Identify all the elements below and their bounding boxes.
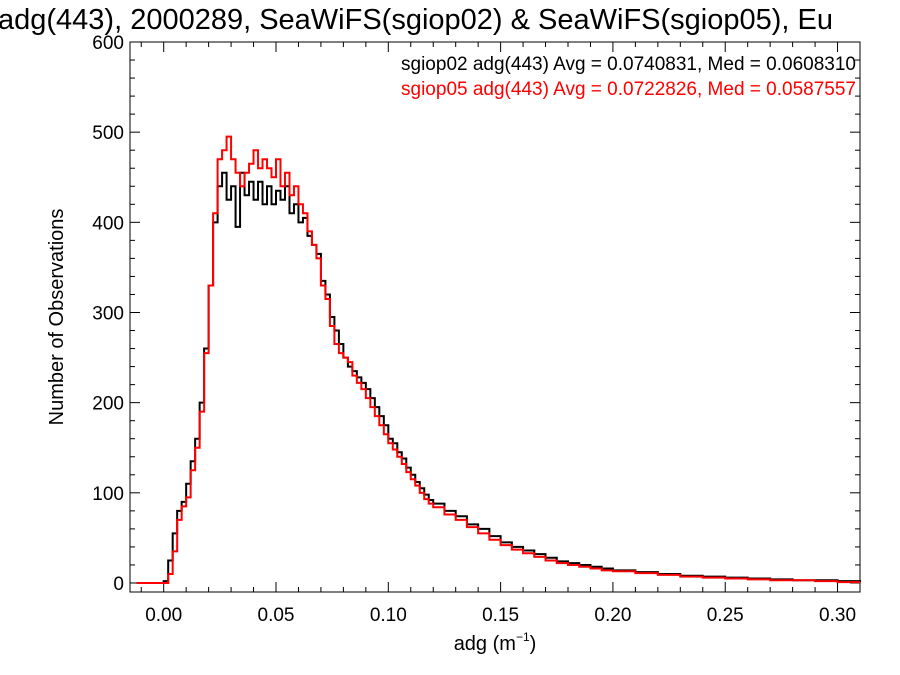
x-axis-label-text: adg (m: [454, 633, 516, 655]
plot-frame: [129, 41, 861, 593]
x-tick-label: 0.25: [707, 605, 744, 626]
y-axis: 0 100 200 300 400 500 600: [92, 33, 860, 595]
x-tick-label: 0.10: [370, 605, 407, 626]
x-tick-label: 0.05: [258, 605, 295, 626]
legend-sgiop05: sgiop05 adg(443) Avg = 0.0722826, Med = …: [401, 79, 856, 100]
x-axis-label: adg (m−1): [454, 630, 537, 655]
x-tick-label: 0.20: [594, 605, 631, 626]
y-tick-label: 600: [92, 33, 124, 54]
y-tick-label: 0: [113, 574, 124, 595]
x-axis-label-close: ): [530, 633, 537, 655]
y-tick-label: 200: [92, 394, 124, 415]
x-axis: 0.00 0.05 0.10 0.15 0.20 0.25 0.30: [140, 42, 861, 626]
x-axis-label-sup: −1: [516, 630, 530, 644]
x-tick-label: 0.15: [482, 605, 519, 626]
y-tick-label: 100: [92, 484, 124, 505]
y-tick-label: 400: [92, 213, 124, 234]
chart-title: adg(443), 2000289, SeaWiFS(sgiop02) & Se…: [0, 4, 833, 36]
series-line-sgiop05: [136, 135, 860, 584]
y-tick-label: 300: [92, 303, 124, 324]
x-tick-label: 0.30: [819, 605, 856, 626]
series-layer: [136, 135, 861, 584]
legend-sgiop02: sgiop02 adg(443) Avg = 0.0740831, Med = …: [401, 54, 856, 75]
y-tick-label: 500: [92, 123, 124, 144]
x-tick-label: 0.00: [145, 605, 182, 626]
series-line-sgiop02: [136, 171, 861, 584]
y-axis-label: Number of Observations: [46, 209, 68, 426]
